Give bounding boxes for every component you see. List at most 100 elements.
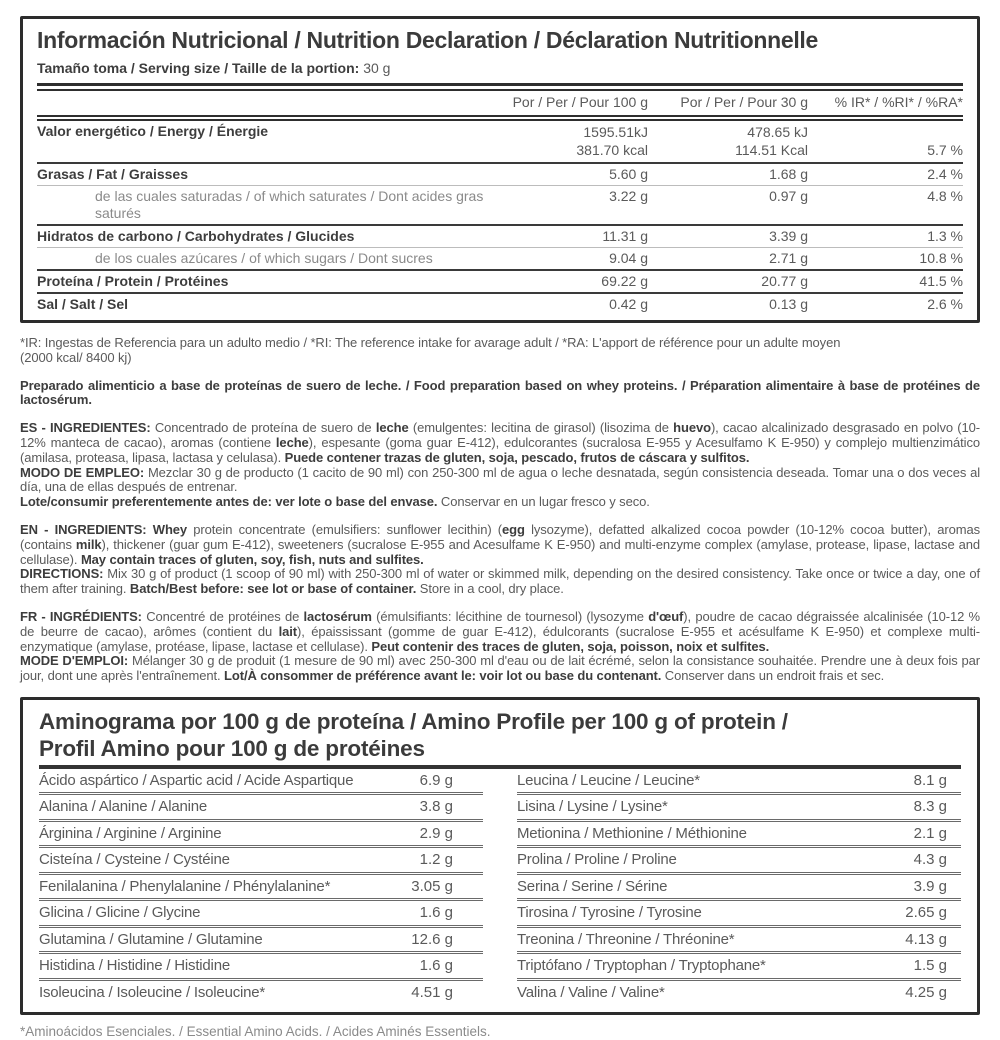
en-directions-paragraph: DIRECTIONS: Mix 30 g of product (1 scoop… xyxy=(20,566,980,597)
nutrient-label: Proteína / Protein / Protéines xyxy=(37,273,229,289)
amino-row: Glutamina / Glutamine / Glutamine 12.6 g xyxy=(39,924,483,952)
amino-acid-value: 4.13 g xyxy=(905,930,947,948)
amino-row: Valina / Valine / Valine* 4.25 g xyxy=(517,977,961,1005)
energy-row: Valor energético / Energy / Énergie 1595… xyxy=(37,121,963,162)
energy-kj-per-30g: 478.65 kJ xyxy=(747,124,808,140)
nutrition-row: Proteína / Protein / Protéines 69.22 g 2… xyxy=(37,269,963,292)
amino-acid-name: Alanina / Alanine / Alanine xyxy=(39,798,208,816)
amino-acid-name: Tirosina / Tyrosine / Tyrosine xyxy=(517,904,702,922)
amino-acid-value: 4.25 g xyxy=(905,983,947,1001)
es-batch-paragraph: Lote/consumir preferentemente antes de: … xyxy=(20,494,650,510)
es-ingredients-paragraph: ES - INGREDIENTES: Concentrado de proteí… xyxy=(20,420,981,465)
amino-columns: Ácido aspártico / Aspartic acid / Acide … xyxy=(39,769,961,1005)
divider-thick-top xyxy=(37,83,963,91)
amino-row: Leucina / Leucine / Leucine* 8.1 g xyxy=(517,769,961,793)
nutrient-value-per-100g: 5.60 g xyxy=(609,166,648,182)
amino-acid-value: 3.05 g xyxy=(411,877,453,895)
nutrient-label: de los cuales azúcares / of which sugars… xyxy=(95,250,433,266)
nutrient-label: Grasas / Fat / Graisses xyxy=(37,166,188,182)
en-ingredients-paragraph: EN - INGREDIENTS: Whey protein concentra… xyxy=(20,521,980,567)
amino-row: Ácido aspártico / Aspartic acid / Acide … xyxy=(39,769,483,793)
energy-kcal-per-100g: 381.70 kcal xyxy=(576,142,648,158)
nutrition-row: Grasas / Fat / Graisses 5.60 g 1.68 g 2.… xyxy=(37,162,963,185)
energy-ri-percent: 5.7 % xyxy=(927,142,963,158)
nutrient-value-per-30g: 1.68 g xyxy=(769,166,808,182)
energy-reference-intake: 5.7 % xyxy=(808,123,963,159)
amino-title-line-2: Profil Amino pour 100 g de protéines xyxy=(39,735,425,761)
nutrient-value-per-100g: 9.04 g xyxy=(609,250,648,266)
amino-profile-box: Aminograma por 100 g de proteína / Amino… xyxy=(20,696,980,1016)
amino-acid-value: 2.1 g xyxy=(913,824,947,842)
product-description: Preparado alimenticio a base de proteína… xyxy=(20,377,980,408)
nutrient-ri-percent: 2.6 % xyxy=(927,296,963,312)
amino-acid-value: 4.51 g xyxy=(411,983,453,1001)
amino-acid-value: 12.6 g xyxy=(411,930,453,948)
amino-row: Glicina / Glicine / Glycine 1.6 g xyxy=(39,898,483,925)
nutrition-row: de los cuales azúcares / of which sugars… xyxy=(37,247,963,269)
nutrient-label: de las cuales saturadas / of which satur… xyxy=(95,188,484,221)
nutrition-column-headers: Por / Per / Pour 100 g Por / Per / Pour … xyxy=(37,91,963,115)
amino-acid-name: Fenilalanina / Phenylalanine / Phénylala… xyxy=(39,877,331,895)
amino-acid-name: Histidina / Histidine / Histidine xyxy=(39,957,230,975)
amino-acid-name: Valina / Valine / Valine* xyxy=(517,983,665,1001)
amino-acid-name: Cisteína / Cysteine / Cystéine xyxy=(39,851,230,869)
amino-acid-name: Prolina / Proline / Proline xyxy=(517,851,677,869)
amino-acid-value: 4.3 g xyxy=(913,851,947,869)
nutrient-value-per-30g: 0.13 g xyxy=(769,296,808,312)
column-header-reference-intake: % IR* / %RI* / %RA* xyxy=(834,94,963,110)
amino-acid-value: 1.6 g xyxy=(419,957,453,975)
amino-acid-value: 6.9 g xyxy=(419,771,453,789)
amino-acid-name: Metionina / Methionine / Méthionine xyxy=(517,824,747,842)
amino-acid-value: 8.3 g xyxy=(913,798,947,816)
amino-row: Tirosina / Tyrosine / Tyrosine 2.65 g xyxy=(517,898,961,925)
amino-row: Treonina / Threonine / Thréonine* 4.13 g xyxy=(517,924,961,952)
nutrient-value-per-30g: 20.77 g xyxy=(761,273,808,289)
divider-thick-header xyxy=(37,115,963,121)
amino-list-left: Ácido aspártico / Aspartic acid / Acide … xyxy=(39,769,483,1005)
nutrient-value-per-30g: 3.39 g xyxy=(769,228,808,244)
nutrient-value-per-30g: 0.97 g xyxy=(769,188,808,204)
amino-title-line-1: Aminograma por 100 g de proteína / Amino… xyxy=(39,708,788,734)
energy-label: Valor energético / Energy / Énergie xyxy=(37,123,269,139)
amino-row: Lisina / Lysine / Lysine* 8.3 g xyxy=(517,792,961,819)
amino-acid-value: 2.9 g xyxy=(419,824,453,842)
amino-row: Isoleucina / Isoleucine / Isoleucine* 4.… xyxy=(39,977,483,1005)
amino-row: Histidina / Histidine / Histidine 1.6 g xyxy=(39,951,483,978)
reference-intake-footnote: *IR: Ingestas de Referencia para un adul… xyxy=(20,335,841,365)
nutrient-ri-percent: 10.8 % xyxy=(919,250,963,266)
nutrition-row: Sal / Salt / Sel 0.42 g 0.13 g 2.6 % xyxy=(37,292,963,315)
amino-acid-value: 1.6 g xyxy=(419,904,453,922)
amino-profile-title: Aminograma por 100 g de proteína / Amino… xyxy=(39,708,961,762)
amino-acid-name: Treonina / Threonine / Thréonine* xyxy=(517,930,735,948)
serving-size-label: Tamaño toma / Serving size / Taille de l… xyxy=(37,60,360,76)
fr-directions-paragraph: MODE D'EMPLOI: Mélanger 30 g de produit … xyxy=(20,653,980,684)
nutrition-rows: Grasas / Fat / Graisses 5.60 g 1.68 g 2.… xyxy=(37,162,963,315)
energy-per-30g: 478.65 kJ 114.51 Kcal xyxy=(648,123,808,159)
nutrient-label: Hidratos de carbono / Carbohydrates / Gl… xyxy=(37,228,355,244)
nutrient-value-per-100g: 3.22 g xyxy=(609,188,648,204)
nutrient-value-per-100g: 0.42 g xyxy=(609,296,648,312)
serving-size-line: Tamaño toma / Serving size / Taille de l… xyxy=(37,60,963,76)
fr-ingredients-paragraph: FR - INGRÉDIENTS: Concentré de protéines… xyxy=(20,608,980,654)
amino-acid-name: Lisina / Lysine / Lysine* xyxy=(517,798,668,816)
amino-row: Triptófano / Tryptophan / Tryptophane* 1… xyxy=(517,951,961,978)
amino-title-divider xyxy=(39,764,961,769)
nutrient-ri-percent: 2.4 % xyxy=(927,166,963,182)
amino-row: Árginina / Arginine / Arginine 2.9 g xyxy=(39,818,483,846)
nutrient-ri-percent: 41.5 % xyxy=(919,273,963,289)
french-info-block: FR - INGRÉDIENTS: Concentré de protéines… xyxy=(20,608,980,684)
amino-acid-name: Ácido aspártico / Aspartic acid / Acide … xyxy=(39,771,354,789)
column-header-per-100g: Por / Per / Pour 100 g xyxy=(512,94,648,110)
spanish-info-block: ES - INGREDIENTES: Concentrado de proteí… xyxy=(20,420,981,510)
amino-acid-value: 2.65 g xyxy=(905,904,947,922)
amino-acid-name: Glicina / Glicine / Glycine xyxy=(39,904,201,922)
amino-acid-name: Isoleucina / Isoleucine / Isoleucine* xyxy=(39,983,266,1001)
nutrition-declaration-box: Información Nutricional / Nutrition Decl… xyxy=(20,16,980,323)
column-header-per-30g: Por / Per / Pour 30 g xyxy=(680,94,808,110)
amino-acid-value: 1.2 g xyxy=(419,851,453,869)
energy-per-100g: 1595.51kJ 381.70 kcal xyxy=(498,123,648,159)
english-info-block: EN - INGREDIENTS: Whey protein concentra… xyxy=(20,521,980,597)
nutrition-title: Información Nutricional / Nutrition Decl… xyxy=(37,27,819,53)
nutrition-row: Hidratos de carbono / Carbohydrates / Gl… xyxy=(37,224,963,247)
nutrition-row: de las cuales saturadas / of which satur… xyxy=(37,185,963,224)
